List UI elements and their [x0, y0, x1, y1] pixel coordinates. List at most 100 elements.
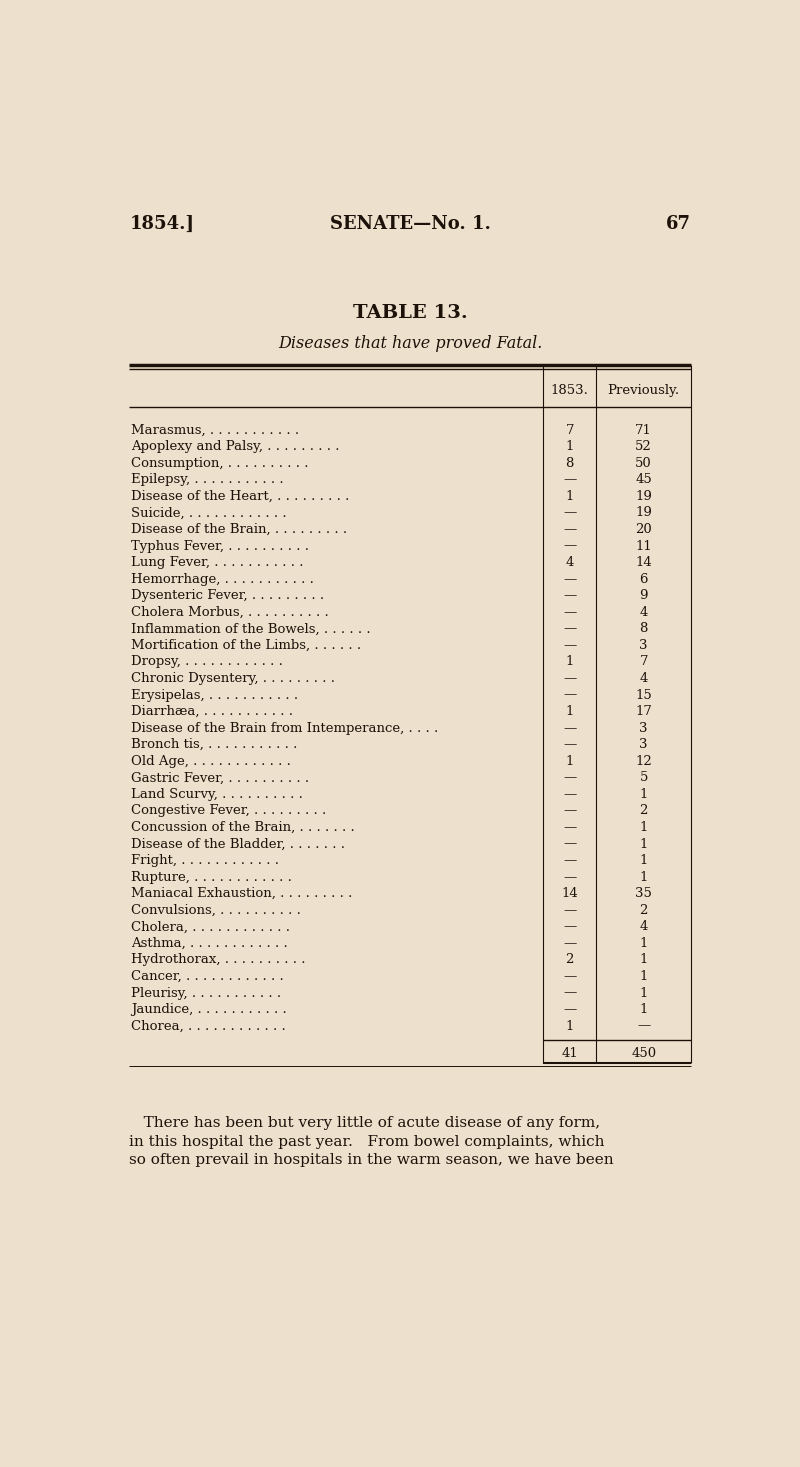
Text: —: — [563, 788, 576, 801]
Text: —: — [563, 920, 576, 933]
Text: —: — [563, 572, 576, 585]
Text: —: — [563, 672, 576, 685]
Text: Previously.: Previously. [608, 383, 680, 396]
Text: 3: 3 [639, 638, 648, 651]
Text: —: — [563, 870, 576, 883]
Text: 14: 14 [635, 556, 652, 569]
Text: 67: 67 [666, 214, 690, 233]
Text: TABLE 13.: TABLE 13. [353, 304, 467, 323]
Text: 1: 1 [566, 656, 574, 669]
Text: 41: 41 [562, 1047, 578, 1061]
Text: 1: 1 [639, 1003, 648, 1017]
Text: Epilepsy, . . . . . . . . . . .: Epilepsy, . . . . . . . . . . . [131, 474, 284, 486]
Text: Dysenteric Fever, . . . . . . . . .: Dysenteric Fever, . . . . . . . . . [131, 590, 324, 601]
Text: Cholera Morbus, . . . . . . . . . .: Cholera Morbus, . . . . . . . . . . [131, 606, 329, 619]
Text: Gastric Fever, . . . . . . . . . .: Gastric Fever, . . . . . . . . . . [131, 772, 309, 785]
Text: 17: 17 [635, 706, 652, 717]
Text: Cancer, . . . . . . . . . . . .: Cancer, . . . . . . . . . . . . [131, 970, 284, 983]
Text: 71: 71 [635, 424, 652, 437]
Text: Erysipelas, . . . . . . . . . . .: Erysipelas, . . . . . . . . . . . [131, 688, 298, 701]
Text: Disease of the Brain from Intemperance, . . . .: Disease of the Brain from Intemperance, … [131, 722, 438, 735]
Text: 19: 19 [635, 490, 652, 503]
Text: Pleurisy, . . . . . . . . . . .: Pleurisy, . . . . . . . . . . . [131, 986, 281, 999]
Text: Disease of the Bladder, . . . . . . .: Disease of the Bladder, . . . . . . . [131, 838, 345, 851]
Text: —: — [563, 854, 576, 867]
Text: 7: 7 [566, 424, 574, 437]
Text: —: — [563, 590, 576, 601]
Text: 9: 9 [639, 590, 648, 601]
Text: —: — [563, 738, 576, 751]
Text: —: — [563, 722, 576, 735]
Text: —: — [563, 986, 576, 999]
Text: —: — [563, 622, 576, 635]
Text: 2: 2 [639, 804, 648, 817]
Text: Apoplexy and Palsy, . . . . . . . . .: Apoplexy and Palsy, . . . . . . . . . [131, 440, 339, 453]
Text: Bronch tis, . . . . . . . . . . .: Bronch tis, . . . . . . . . . . . [131, 738, 298, 751]
Text: 11: 11 [635, 540, 652, 553]
Text: Fright, . . . . . . . . . . . .: Fright, . . . . . . . . . . . . [131, 854, 279, 867]
Text: 3: 3 [639, 738, 648, 751]
Text: 8: 8 [566, 456, 574, 469]
Text: Suicide, . . . . . . . . . . . .: Suicide, . . . . . . . . . . . . [131, 506, 286, 519]
Text: Dropsy, . . . . . . . . . . . .: Dropsy, . . . . . . . . . . . . [131, 656, 283, 669]
Text: SENATE—No. 1.: SENATE—No. 1. [330, 214, 490, 233]
Text: 14: 14 [562, 888, 578, 901]
Text: 52: 52 [635, 440, 652, 453]
Text: Typhus Fever, . . . . . . . . . .: Typhus Fever, . . . . . . . . . . [131, 540, 309, 553]
Text: Inflammation of the Bowels, . . . . . .: Inflammation of the Bowels, . . . . . . [131, 622, 370, 635]
Text: 1: 1 [639, 937, 648, 949]
Text: 1: 1 [639, 870, 648, 883]
Text: —: — [563, 506, 576, 519]
Text: 1853.: 1853. [550, 383, 589, 396]
Text: 5: 5 [639, 772, 648, 785]
Text: —: — [563, 804, 576, 817]
Text: 2: 2 [566, 954, 574, 967]
Text: 1: 1 [639, 854, 648, 867]
Text: Diarrhæa, . . . . . . . . . . .: Diarrhæa, . . . . . . . . . . . [131, 706, 293, 717]
Text: 4: 4 [639, 920, 648, 933]
Text: 19: 19 [635, 506, 652, 519]
Text: —: — [563, 772, 576, 785]
Text: Congestive Fever, . . . . . . . . .: Congestive Fever, . . . . . . . . . [131, 804, 326, 817]
Text: Diseases that have proved Fatal.: Diseases that have proved Fatal. [278, 336, 542, 352]
Text: Maniacal Exhaustion, . . . . . . . . .: Maniacal Exhaustion, . . . . . . . . . [131, 888, 352, 901]
Text: Chorea, . . . . . . . . . . . .: Chorea, . . . . . . . . . . . . [131, 1020, 286, 1033]
Text: Jaundice, . . . . . . . . . . .: Jaundice, . . . . . . . . . . . [131, 1003, 286, 1017]
Text: 45: 45 [635, 474, 652, 486]
Text: —: — [563, 937, 576, 949]
Text: 1: 1 [639, 788, 648, 801]
Text: so often prevail in hospitals in the warm season, we have been: so often prevail in hospitals in the war… [130, 1153, 614, 1168]
Text: —: — [563, 638, 576, 651]
Text: Convulsions, . . . . . . . . . .: Convulsions, . . . . . . . . . . [131, 904, 301, 917]
Text: 2: 2 [639, 904, 648, 917]
Text: Hemorrhage, . . . . . . . . . . .: Hemorrhage, . . . . . . . . . . . [131, 572, 314, 585]
Text: 3: 3 [639, 722, 648, 735]
Text: —: — [563, 474, 576, 486]
Text: —: — [563, 1003, 576, 1017]
Text: Lung Fever, . . . . . . . . . . .: Lung Fever, . . . . . . . . . . . [131, 556, 303, 569]
Text: Disease of the Brain, . . . . . . . . .: Disease of the Brain, . . . . . . . . . [131, 522, 347, 535]
Text: 6: 6 [639, 572, 648, 585]
Text: —: — [563, 838, 576, 851]
Text: Disease of the Heart, . . . . . . . . .: Disease of the Heart, . . . . . . . . . [131, 490, 350, 503]
Text: Rupture, . . . . . . . . . . . .: Rupture, . . . . . . . . . . . . [131, 870, 292, 883]
Text: 12: 12 [635, 754, 652, 767]
Text: 7: 7 [639, 656, 648, 669]
Text: 1: 1 [639, 838, 648, 851]
Text: Asthma, . . . . . . . . . . . .: Asthma, . . . . . . . . . . . . [131, 937, 288, 949]
Text: 1: 1 [566, 706, 574, 717]
Text: Consumption, . . . . . . . . . .: Consumption, . . . . . . . . . . [131, 456, 309, 469]
Text: 35: 35 [635, 888, 652, 901]
Text: 4: 4 [639, 672, 648, 685]
Text: 1: 1 [639, 954, 648, 967]
Text: Cholera, . . . . . . . . . . . .: Cholera, . . . . . . . . . . . . [131, 920, 290, 933]
Text: Hydrothorax, . . . . . . . . . .: Hydrothorax, . . . . . . . . . . [131, 954, 306, 967]
Text: Marasmus, . . . . . . . . . . .: Marasmus, . . . . . . . . . . . [131, 424, 299, 437]
Text: —: — [563, 522, 576, 535]
Text: 20: 20 [635, 522, 652, 535]
Text: 1: 1 [639, 822, 648, 833]
Text: 1: 1 [566, 1020, 574, 1033]
Text: Land Scurvy, . . . . . . . . . .: Land Scurvy, . . . . . . . . . . [131, 788, 303, 801]
Text: There has been but very little of acute disease of any form,: There has been but very little of acute … [130, 1116, 601, 1130]
Text: —: — [563, 970, 576, 983]
